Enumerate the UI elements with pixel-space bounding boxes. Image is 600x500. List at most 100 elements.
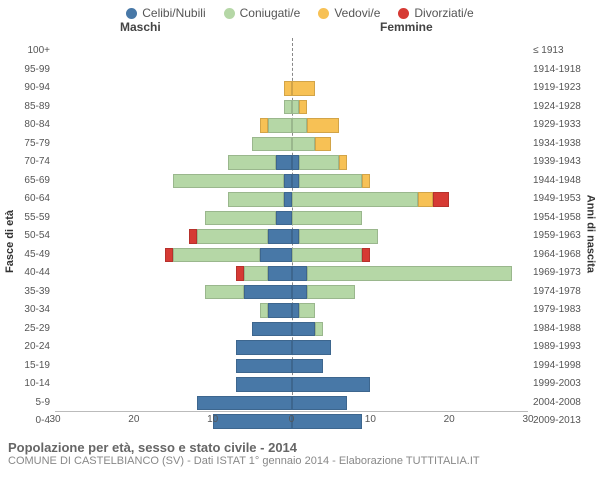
pyramid-row: 15-191994-1998 xyxy=(55,357,528,376)
female-bar xyxy=(292,100,308,115)
birth-year-label: 1984-1988 xyxy=(533,320,596,339)
bar-segment xyxy=(252,137,291,152)
female-bar xyxy=(292,248,371,263)
legend-label: Celibi/Nubili xyxy=(142,6,205,20)
bar-segment xyxy=(292,211,363,226)
legend-item: Celibi/Nubili xyxy=(126,6,205,20)
legend-swatch xyxy=(398,8,409,19)
female-bar xyxy=(292,192,450,207)
bar-segment xyxy=(292,303,300,318)
pyramid-row: 20-241989-1993 xyxy=(55,338,528,357)
birth-year-label: 2009-2013 xyxy=(533,412,596,431)
pyramid-row: 35-391974-1978 xyxy=(55,283,528,302)
bar-segment xyxy=(315,137,331,152)
x-tick: 30 xyxy=(49,414,60,425)
bar-segment xyxy=(197,396,292,411)
male-bar xyxy=(228,192,291,207)
bar-segment xyxy=(418,192,434,207)
female-bar xyxy=(292,211,363,226)
chart-area: 100+≤ 191395-991914-191890-941919-192385… xyxy=(55,38,528,438)
birth-year-label: 1924-1928 xyxy=(533,98,596,117)
female-bar xyxy=(292,174,371,189)
bar-segment xyxy=(292,137,316,152)
age-label: 100+ xyxy=(5,42,50,61)
pyramid-row: 70-741939-1943 xyxy=(55,153,528,172)
bar-segment xyxy=(299,174,362,189)
pyramid-row: 10-141999-2003 xyxy=(55,375,528,394)
bar-segment xyxy=(173,174,283,189)
x-tick: 0 xyxy=(289,414,295,425)
birth-year-label: 1979-1983 xyxy=(533,301,596,320)
legend-swatch xyxy=(126,8,137,19)
age-label: 95-99 xyxy=(5,61,50,80)
bar-segment xyxy=(260,118,268,133)
bar-segment xyxy=(292,322,316,337)
bar-segment xyxy=(165,248,173,263)
bar-segment xyxy=(433,192,449,207)
age-label: 85-89 xyxy=(5,98,50,117)
male-bar xyxy=(189,229,291,244)
age-label: 45-49 xyxy=(5,246,50,265)
bar-segment xyxy=(268,229,292,244)
legend-label: Divorziati/e xyxy=(414,6,473,20)
bar-segment xyxy=(173,248,260,263)
x-axis: 3020100102030 xyxy=(55,411,528,426)
bar-segment xyxy=(252,322,291,337)
bar-segment xyxy=(276,211,292,226)
age-label: 80-84 xyxy=(5,116,50,135)
bar-segment xyxy=(205,285,244,300)
pyramid-row: 75-791934-1938 xyxy=(55,135,528,154)
age-label: 30-34 xyxy=(5,301,50,320)
birth-year-label: 1959-1963 xyxy=(533,227,596,246)
pyramid-row: 85-891924-1928 xyxy=(55,98,528,117)
legend: Celibi/NubiliConiugati/eVedovi/eDivorzia… xyxy=(0,0,600,20)
birth-year-label: 1949-1953 xyxy=(533,190,596,209)
x-tick: 10 xyxy=(207,414,218,425)
bar-segment xyxy=(299,303,315,318)
bar-segment xyxy=(284,100,292,115)
female-bar xyxy=(292,266,513,281)
birth-year-label: 1944-1948 xyxy=(533,172,596,191)
male-bar xyxy=(236,377,291,392)
age-label: 25-29 xyxy=(5,320,50,339)
bar-segment xyxy=(299,155,338,170)
female-header: Femmine xyxy=(380,20,433,34)
female-bar xyxy=(292,118,339,133)
bar-segment xyxy=(236,377,291,392)
female-bar xyxy=(292,303,316,318)
legend-swatch xyxy=(224,8,235,19)
birth-year-label: 1989-1993 xyxy=(533,338,596,357)
birth-year-label: ≤ 1913 xyxy=(533,42,596,61)
bar-segment xyxy=(228,192,283,207)
bar-segment xyxy=(284,81,292,96)
age-label: 75-79 xyxy=(5,135,50,154)
birth-year-label: 1954-1958 xyxy=(533,209,596,228)
birth-year-label: 1934-1938 xyxy=(533,135,596,154)
female-bar xyxy=(292,137,331,152)
bar-segment xyxy=(292,248,363,263)
bar-segment xyxy=(292,118,308,133)
bar-segment xyxy=(268,266,292,281)
age-label: 50-54 xyxy=(5,227,50,246)
male-bar xyxy=(197,396,292,411)
bar-segment xyxy=(268,303,292,318)
legend-label: Vedovi/e xyxy=(334,6,380,20)
female-bar xyxy=(292,81,316,96)
male-bar xyxy=(252,322,291,337)
female-bar xyxy=(292,340,331,355)
bar-segment xyxy=(292,377,371,392)
pyramid-row: 80-841929-1933 xyxy=(55,116,528,135)
pyramid-row: 5-92004-2008 xyxy=(55,394,528,413)
bar-segment xyxy=(268,118,292,133)
age-label: 65-69 xyxy=(5,172,50,191)
male-bar xyxy=(236,266,291,281)
legend-item: Divorziati/e xyxy=(398,6,473,20)
footer: Popolazione per età, sesso e stato civil… xyxy=(0,438,600,467)
birth-year-label: 1964-1968 xyxy=(533,246,596,265)
male-bar xyxy=(205,285,292,300)
legend-swatch xyxy=(318,8,329,19)
bar-segment xyxy=(260,303,268,318)
x-tick: 20 xyxy=(444,414,455,425)
bar-segment xyxy=(362,248,370,263)
male-bar xyxy=(260,303,292,318)
